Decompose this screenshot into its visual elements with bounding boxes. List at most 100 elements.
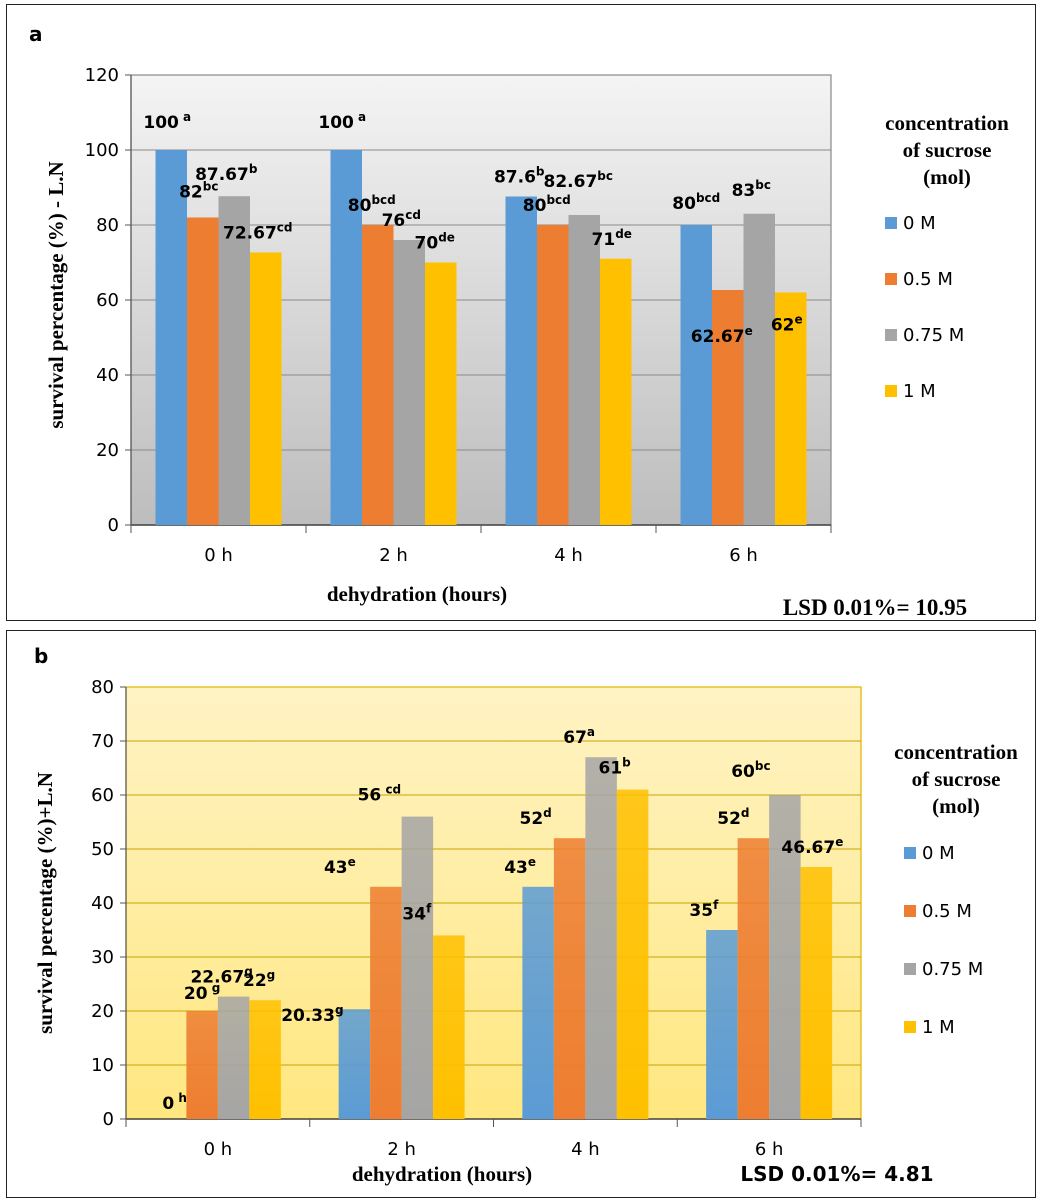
data-label: 87.6b (494, 165, 545, 188)
bar-0.75m-0h (217, 996, 250, 1119)
data-label-letter: g (244, 965, 253, 979)
bar-0.75m-6h (769, 795, 801, 1119)
data-label: 61b (598, 756, 631, 779)
data-label: 100 a (318, 110, 366, 133)
x-axis-title: dehydration (hours) (327, 582, 507, 606)
data-label-letter: d (741, 806, 750, 820)
bar-0m-2h (330, 150, 362, 525)
data-label-letter: de (438, 231, 455, 245)
data-label-value: 62 (771, 316, 795, 336)
bar-0m-0h (155, 150, 187, 525)
legend-label: 0.75 M (922, 959, 983, 980)
y-tick-label: 50 (91, 839, 114, 860)
bar-1m-2h (433, 935, 465, 1119)
data-label: 82bc (179, 180, 218, 203)
data-label-letter: a (587, 725, 595, 739)
data-label-value: 80 (672, 194, 696, 214)
data-label-letter: cd (277, 220, 293, 234)
data-label-letter: e (835, 835, 843, 849)
data-label-letter: b (536, 165, 545, 179)
y-tick-label: 80 (91, 677, 114, 698)
data-label: 52d (717, 806, 749, 829)
data-label: 20 g (184, 981, 220, 1004)
data-label: 80bcd (348, 193, 396, 216)
data-label-value: 43 (504, 858, 528, 878)
bar-0m-6h (680, 225, 712, 525)
legend-label: 1 M (922, 1017, 955, 1038)
x-tick-label: 0 h (204, 545, 233, 566)
bar-0.5m-6h (737, 838, 770, 1119)
y-tick-label: 80 (96, 215, 119, 236)
data-label: 80bcd (672, 191, 720, 214)
data-label-letter: bc (755, 759, 771, 773)
data-label-letter: e (528, 855, 536, 869)
bar-0.75m-4h (568, 214, 600, 526)
x-tick-label: 6 h (755, 1139, 784, 1160)
y-tick-label: 70 (91, 731, 114, 752)
data-label-value: 100 (318, 113, 354, 133)
data-label-letter: de (615, 227, 632, 241)
legend-swatch (885, 329, 897, 341)
y-tick-label: 40 (96, 365, 119, 386)
y-tick-label: 120 (85, 65, 119, 86)
data-label: 56 cd (358, 783, 402, 806)
y-tick-label: 20 (91, 1001, 114, 1022)
y-axis-title: survival percentage (%)+L.N (33, 772, 57, 1034)
y-tick-label: 30 (91, 947, 114, 968)
data-label-letter: bc (203, 180, 219, 194)
data-label-value: 87.6 (494, 168, 536, 188)
bar-0.75m-0h (218, 196, 250, 526)
data-label-letter: h (174, 1091, 187, 1105)
y-tick-label: 40 (91, 893, 114, 914)
data-label: 72.67cd (223, 220, 292, 243)
legend-label: 0.5 M (922, 901, 972, 922)
data-label-value: 34 (402, 904, 426, 924)
data-label-letter: cd (381, 783, 401, 797)
data-label-letter: a (354, 110, 366, 124)
data-label-value: 56 (358, 786, 382, 806)
bar-1m-6h (775, 292, 807, 525)
data-label-value: 60 (731, 762, 755, 782)
legend-swatch (904, 963, 916, 975)
data-label-value: 46.67 (781, 838, 835, 858)
y-tick-label: 0 (103, 1109, 114, 1130)
data-label-value: 20 (184, 984, 208, 1004)
bar-0m-6h (706, 930, 738, 1119)
data-label-letter: e (348, 855, 356, 869)
data-label: 52d (519, 806, 551, 829)
data-label: 67a (563, 725, 595, 748)
legend-label: 0.75 M (903, 325, 964, 346)
legend-swatch (904, 847, 916, 859)
y-tick-label: 20 (96, 440, 119, 461)
x-tick-label: 6 h (729, 545, 758, 566)
y-tick-label: 10 (91, 1055, 114, 1076)
x-tick-label: 2 h (379, 545, 408, 566)
data-label: 71de (592, 227, 632, 250)
data-label-letter: d (543, 806, 552, 820)
data-label-value: 72.67 (223, 223, 277, 243)
y-tick-label: 60 (91, 785, 114, 806)
panel-letter: a (29, 22, 43, 46)
legend-label: 0.5 M (903, 269, 953, 290)
x-tick-label: 2 h (387, 1139, 416, 1160)
bar-0.5m-4h (553, 838, 586, 1119)
data-label-value: 82.67 (544, 172, 598, 192)
data-label-letter: g (208, 981, 221, 995)
data-label: 22.67g (190, 965, 252, 988)
bar-1m-2h (425, 262, 457, 525)
legend-title-line: concentration (885, 111, 1009, 135)
bar-0.5m-0h (187, 217, 219, 525)
bar-0m-4h (522, 886, 554, 1119)
x-axis-title: dehydration (hours) (352, 1162, 532, 1186)
y-tick-label: 0 (108, 515, 119, 536)
data-label-value: 52 (717, 809, 741, 829)
bar-1m-6h (800, 866, 833, 1119)
data-label-letter: e (795, 313, 803, 327)
legend-title-line: (mol) (932, 794, 980, 818)
x-tick-label: 4 h (571, 1139, 600, 1160)
data-label-value: 87.67 (195, 165, 249, 185)
data-label-letter: g (335, 1003, 344, 1017)
